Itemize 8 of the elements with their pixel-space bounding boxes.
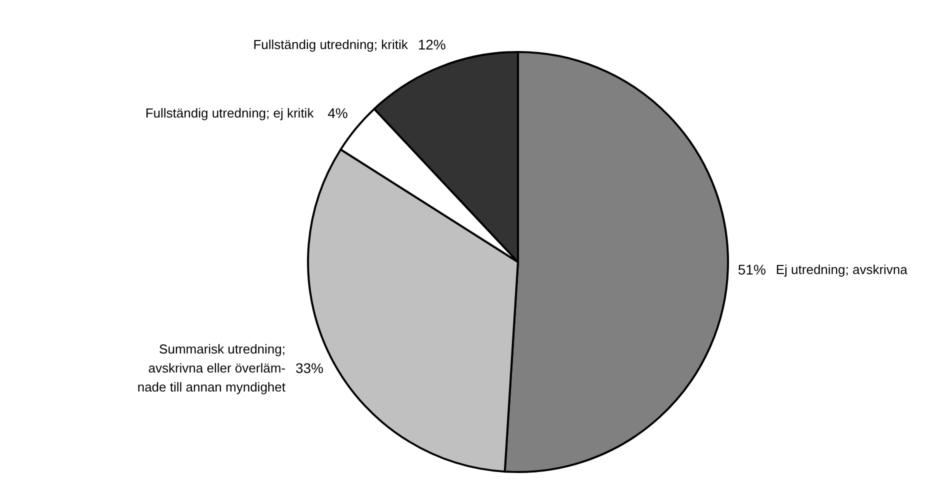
data-label: 33% [295, 360, 324, 376]
slice-label: Fullständig utredning; kritik [253, 36, 408, 52]
data-label: 12% [418, 36, 446, 52]
data-label: 4% [328, 104, 348, 121]
slice-label: Fullständig utredning; ej kritik [145, 105, 314, 120]
slice-label: Ej utredning; avskrivna [776, 262, 908, 277]
data-label: 51% [738, 261, 766, 278]
slice-label: Summarisk utredning; avskrivna eller överläm- nade till annan myndighet [137, 342, 286, 395]
